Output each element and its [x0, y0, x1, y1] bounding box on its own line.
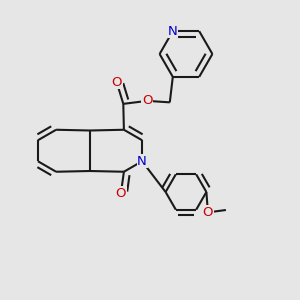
Text: O: O — [116, 187, 126, 200]
Text: N: N — [137, 155, 147, 168]
Text: N: N — [168, 25, 178, 38]
Text: O: O — [112, 76, 122, 89]
Text: O: O — [203, 206, 213, 219]
Text: O: O — [142, 94, 153, 107]
